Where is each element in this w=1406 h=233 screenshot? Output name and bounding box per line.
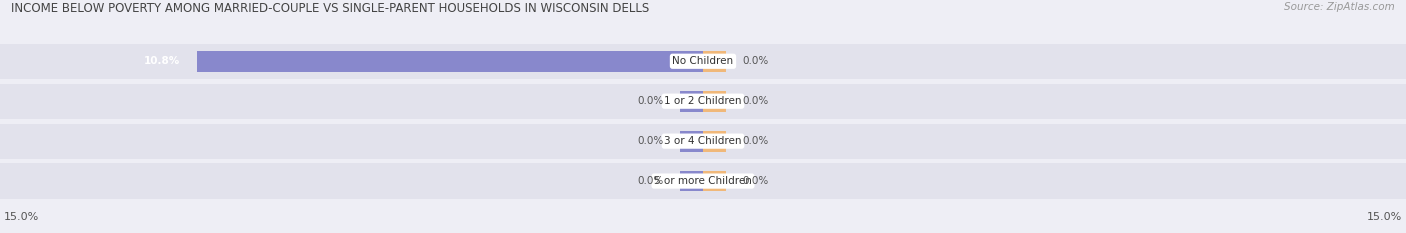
Text: 0.0%: 0.0% bbox=[637, 96, 664, 106]
Bar bbox=[0, 164, 703, 199]
Text: 0.0%: 0.0% bbox=[742, 136, 769, 146]
Bar bbox=[703, 171, 727, 192]
Bar bbox=[197, 51, 703, 72]
Bar bbox=[679, 91, 703, 112]
Text: 0.0%: 0.0% bbox=[637, 136, 664, 146]
Text: 3 or 4 Children: 3 or 4 Children bbox=[664, 136, 742, 146]
Bar bbox=[0, 44, 703, 79]
Bar bbox=[703, 164, 1406, 199]
Text: 0.0%: 0.0% bbox=[742, 176, 769, 186]
Text: 10.8%: 10.8% bbox=[145, 56, 180, 66]
Bar bbox=[0, 84, 703, 119]
Bar bbox=[703, 123, 1406, 159]
Bar bbox=[703, 44, 1406, 79]
Text: 15.0%: 15.0% bbox=[4, 212, 39, 222]
Text: 1 or 2 Children: 1 or 2 Children bbox=[664, 96, 742, 106]
Bar bbox=[0, 123, 703, 159]
Bar bbox=[703, 84, 1406, 119]
Text: 5 or more Children: 5 or more Children bbox=[654, 176, 752, 186]
Text: No Children: No Children bbox=[672, 56, 734, 66]
Bar bbox=[703, 91, 727, 112]
Text: 0.0%: 0.0% bbox=[637, 176, 664, 186]
Text: Source: ZipAtlas.com: Source: ZipAtlas.com bbox=[1284, 2, 1395, 12]
Text: 0.0%: 0.0% bbox=[742, 56, 769, 66]
Bar bbox=[703, 51, 727, 72]
Bar bbox=[703, 131, 727, 151]
Text: INCOME BELOW POVERTY AMONG MARRIED-COUPLE VS SINGLE-PARENT HOUSEHOLDS IN WISCONS: INCOME BELOW POVERTY AMONG MARRIED-COUPL… bbox=[11, 2, 650, 15]
Text: 15.0%: 15.0% bbox=[1367, 212, 1402, 222]
Bar bbox=[679, 131, 703, 151]
Bar bbox=[679, 171, 703, 192]
Text: 0.0%: 0.0% bbox=[742, 96, 769, 106]
